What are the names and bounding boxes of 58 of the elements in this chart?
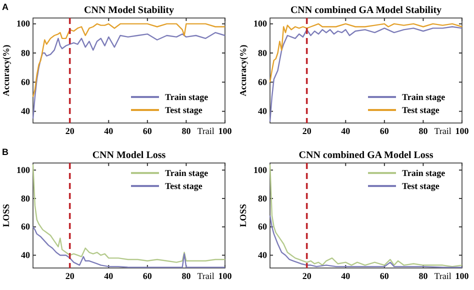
chart-title: CNN Model Loss [92,150,166,161]
x-tick-label: 40 [104,126,114,136]
y-tick-label: 40 [258,106,268,116]
y-tick-label: 60 [21,77,30,88]
legend-label: Test stage [402,180,440,191]
legend-label: Train stage [402,168,446,178]
x-tick-label: 60 [380,126,390,136]
x-tick-label: 80 [182,126,192,136]
chart-title: CNN combined GA Model Stability [290,5,442,16]
x-axis-title: Trail [197,271,215,281]
legend-label: Test stage [402,104,440,115]
y-tick-label: 60 [21,222,30,232]
x-tick-label: 80 [418,126,428,136]
x-tick-label: 40 [341,126,351,136]
y-tick-label: 100 [16,164,30,175]
y-tick-label: 80 [21,48,30,58]
y-tick-label: 60 [258,77,268,88]
y-tick-label: 80 [21,193,30,204]
y-tick-label: 100 [254,18,268,29]
x-tick-label: 100 [218,271,232,281]
y-tick-label: 40 [21,106,30,116]
chart-title: CNN combined GA Model Loss [298,150,434,161]
x-axis-title: Trail [434,271,452,281]
legend-label: Train stage [165,92,208,102]
chart-title: CNN Model Stability [84,5,174,16]
legend-label: Test stage [165,180,202,191]
y-axis-title: Accuracy(%) [1,44,11,96]
y-tick-label: 60 [258,222,268,232]
x-tick-label: 100 [218,126,232,136]
x-axis-title: Trail [197,126,215,136]
y-axis-title: LOSS [238,204,248,228]
y-tick-label: 100 [16,18,30,29]
x-tick-label: 20 [302,271,312,281]
x-tick-label: 20 [65,126,75,136]
x-tick-label: 100 [455,126,470,136]
y-tick-label: 100 [254,164,268,175]
x-tick-label: 20 [65,271,75,281]
text: B [2,147,9,157]
x-tick-label: 100 [455,271,470,281]
x-tick-label: 80 [418,271,428,281]
legend-label: Test stage [165,104,202,115]
x-tick-label: 40 [104,271,114,281]
x-tick-label: 60 [142,271,152,281]
y-axis-title: LOSS [1,204,11,228]
x-tick-label: 20 [302,126,312,136]
y-tick-label: 80 [258,48,268,58]
x-tick-label: 60 [380,271,390,281]
x-tick-label: 60 [142,126,152,136]
legend-label: Train stage [402,92,446,102]
y-tick-label: 80 [258,193,268,204]
legend-label: Train stage [165,168,208,178]
text: A [2,2,9,12]
y-tick-label: 40 [258,250,268,260]
x-tick-label: 40 [341,271,351,281]
y-axis-title: Accuracy(%) [238,44,248,96]
x-tick-label: 80 [182,271,192,281]
x-axis-title: Trail [434,126,452,136]
y-tick-label: 40 [21,250,30,260]
